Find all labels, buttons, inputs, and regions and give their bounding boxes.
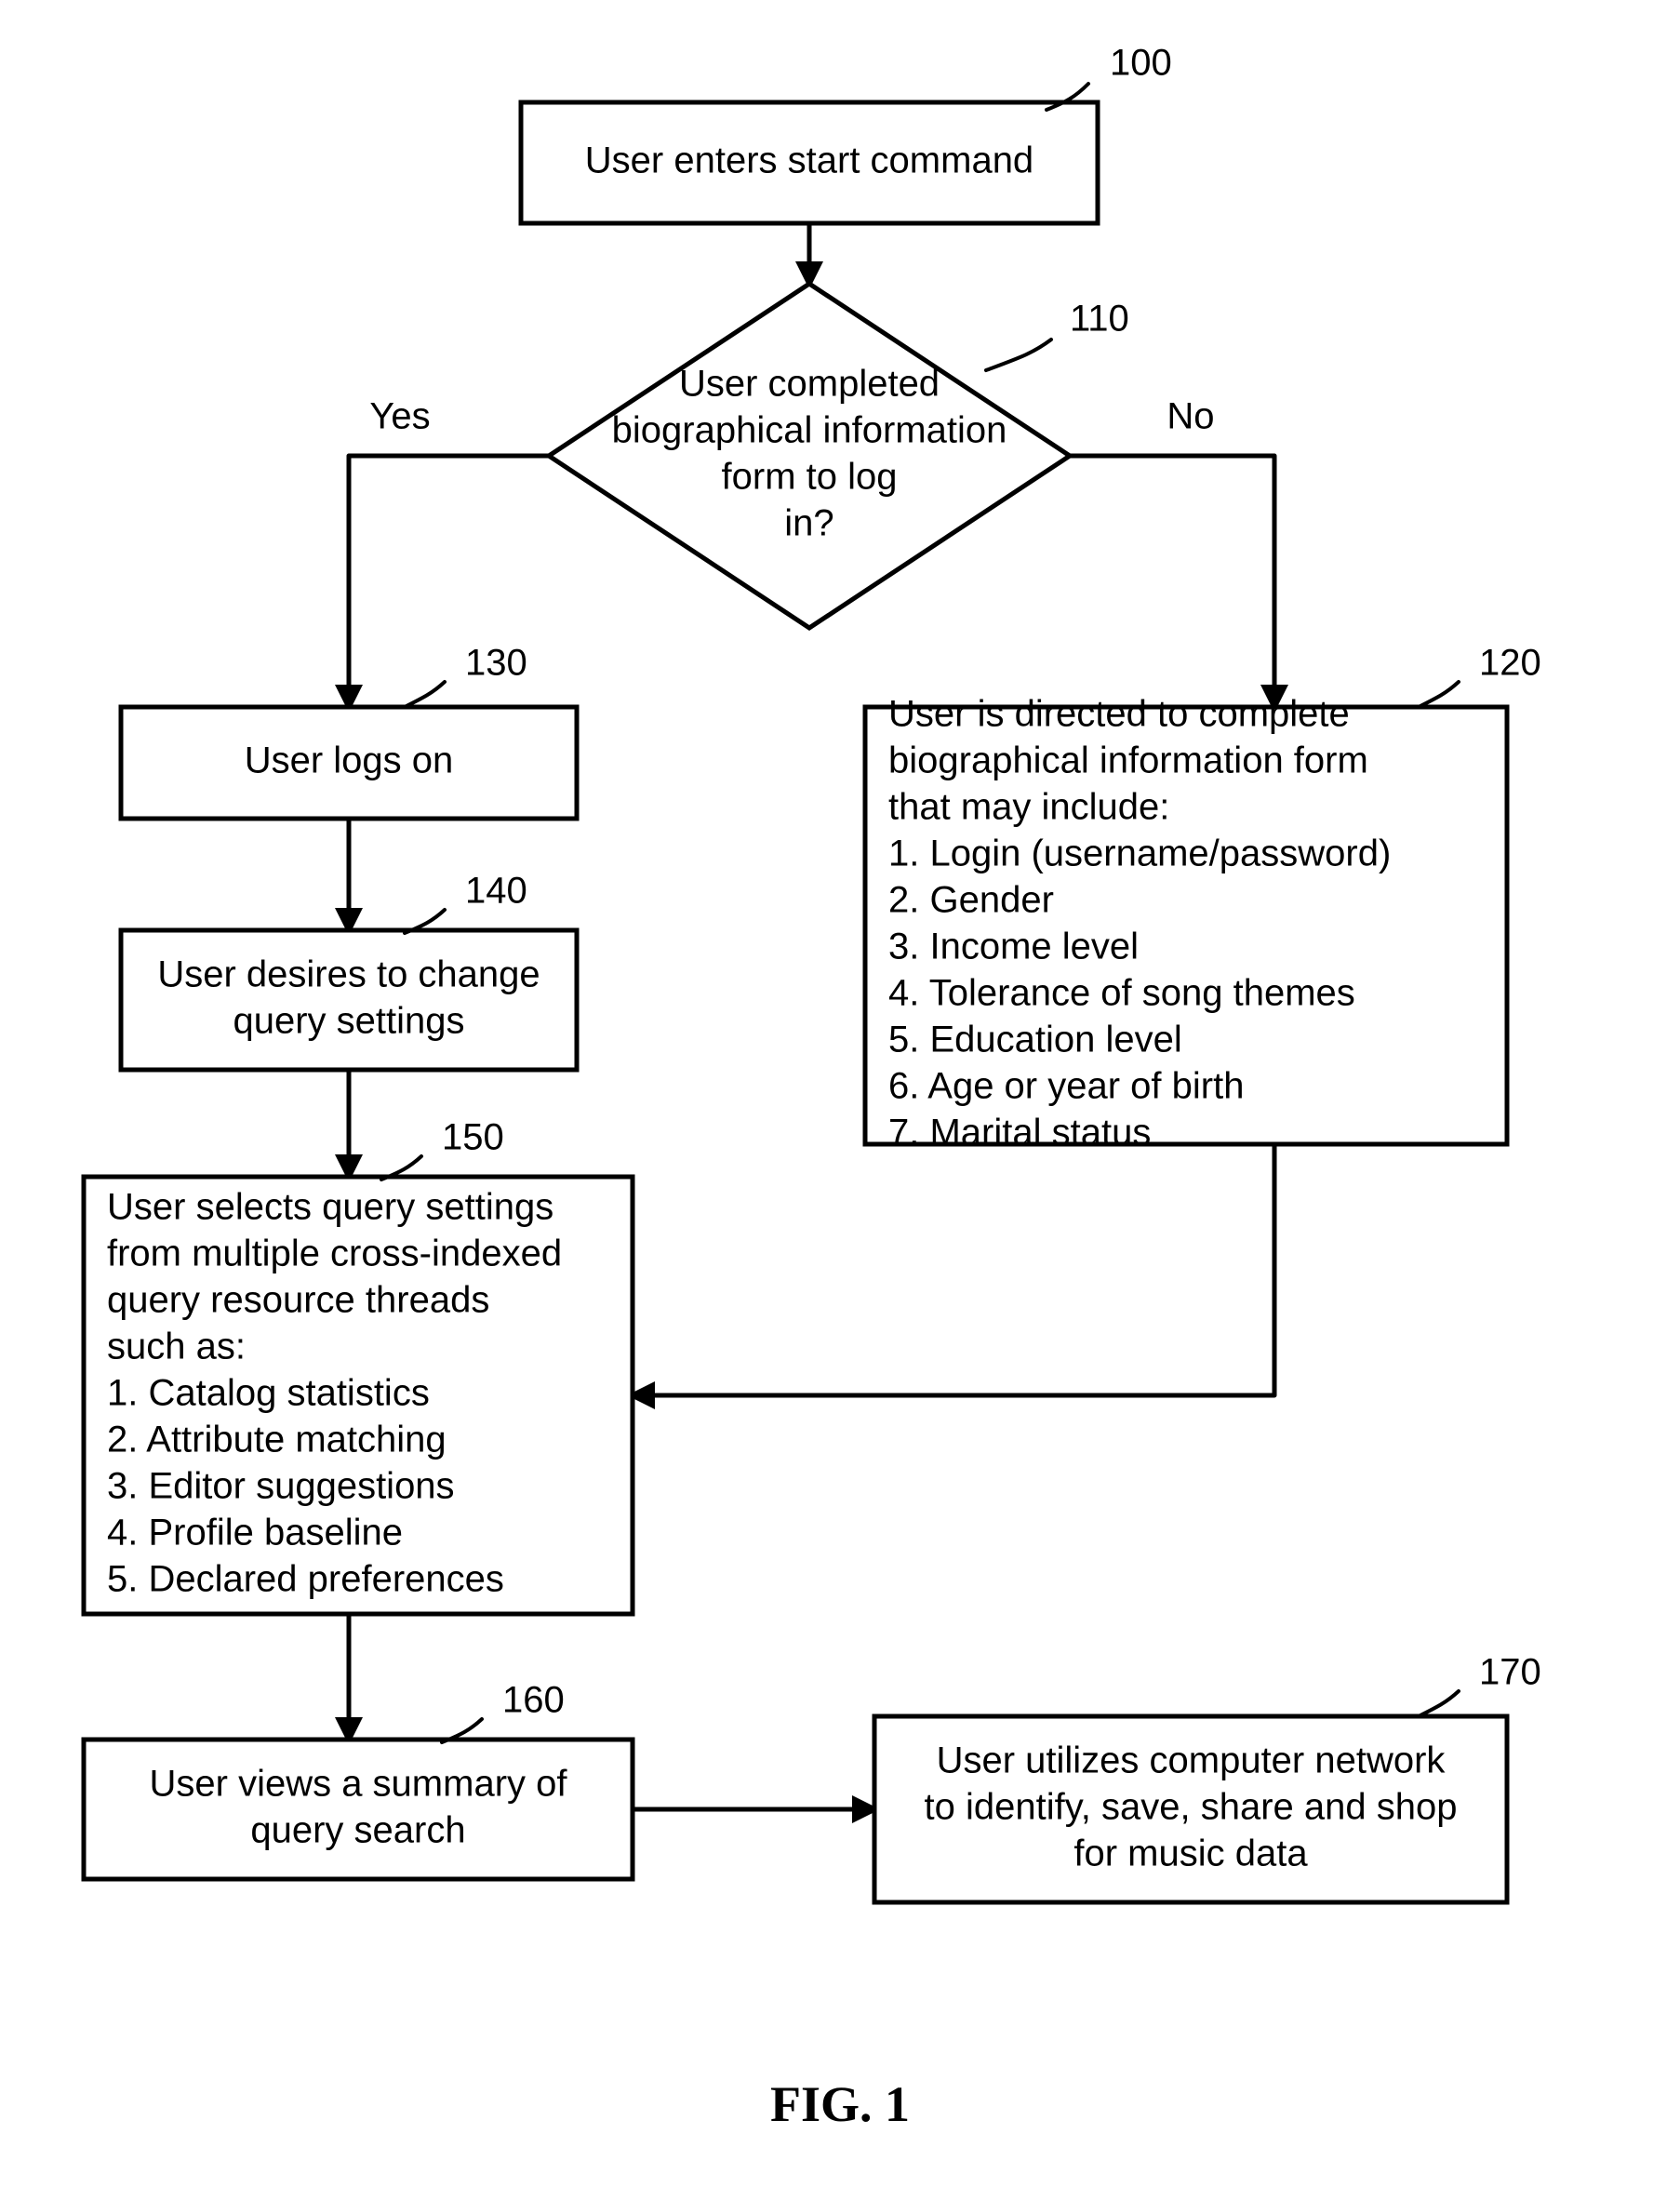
edge-label: Yes (369, 396, 430, 437)
svg-text:5. Declared preferences: 5. Declared preferences (107, 1559, 504, 1600)
svg-text:User is directed to complete: User is directed to complete (888, 694, 1350, 735)
svg-text:3. Editor suggestions: 3. Editor suggestions (107, 1466, 455, 1507)
svg-text:query resource threads: query resource threads (107, 1280, 489, 1321)
svg-text:5. Education level: 5. Education level (888, 1020, 1182, 1060)
svg-text:7. Marital status: 7. Marital status (888, 1113, 1151, 1153)
flow-edge (633, 1144, 1274, 1395)
svg-text:query search: query search (250, 1810, 465, 1851)
ref-label: 100 (1110, 43, 1172, 84)
ref-leader (1419, 682, 1459, 707)
svg-text:4. Profile baseline: 4. Profile baseline (107, 1513, 403, 1553)
svg-text:User utilizes computer network: User utilizes computer network (937, 1740, 1447, 1781)
ref-leader (1419, 1691, 1459, 1716)
svg-text:query settings: query settings (233, 1001, 464, 1042)
ref-label: 120 (1479, 643, 1541, 684)
svg-text:in?: in? (784, 503, 833, 544)
svg-text:User selects query settings: User selects query settings (107, 1187, 553, 1228)
svg-text:User logs on: User logs on (245, 740, 454, 781)
svg-text:biographical information form: biographical information form (888, 740, 1368, 781)
ref-leader (986, 340, 1051, 370)
svg-text:for music data: for music data (1073, 1833, 1308, 1874)
svg-text:from multiple cross-indexed: from multiple cross-indexed (107, 1233, 562, 1274)
ref-leader (405, 682, 445, 707)
svg-text:form to log: form to log (722, 457, 898, 498)
svg-text:2. Gender: 2. Gender (888, 880, 1054, 921)
svg-text:2. Attribute matching: 2. Attribute matching (107, 1420, 447, 1460)
edge-label: No (1167, 396, 1214, 437)
svg-text:to identify, save, share and s: to identify, save, share and shop (925, 1787, 1458, 1828)
ref-label: 110 (1070, 299, 1129, 340)
svg-text:6. Age or year of birth: 6. Age or year of birth (888, 1066, 1244, 1107)
svg-text:User enters start command: User enters start command (585, 140, 1033, 181)
flow-node-n100: 100 (521, 43, 1172, 223)
ref-label: 150 (442, 1117, 504, 1158)
svg-text:such as:: such as: (107, 1327, 246, 1367)
svg-text:that may include:: that may include: (888, 787, 1169, 828)
ref-label: 160 (502, 1680, 565, 1721)
ref-label: 170 (1479, 1652, 1541, 1693)
svg-text:User desires to change: User desires to change (157, 954, 540, 995)
figure-title: FIG. 1 (770, 2076, 910, 2132)
ref-label: 130 (465, 643, 527, 684)
svg-text:1. Catalog statistics: 1. Catalog statistics (107, 1373, 430, 1414)
svg-text:1. Login (username/password): 1. Login (username/password) (888, 833, 1391, 874)
flow-edge (1070, 456, 1274, 707)
svg-text:User completed: User completed (679, 364, 940, 405)
ref-label: 140 (465, 871, 527, 912)
svg-text:User views a summary of: User views a summary of (150, 1764, 568, 1805)
svg-text:4. Tolerance of song themes: 4. Tolerance of song themes (888, 973, 1355, 1014)
svg-text:biographical information: biographical information (612, 410, 1007, 451)
svg-text:3. Income level: 3. Income level (888, 927, 1139, 967)
